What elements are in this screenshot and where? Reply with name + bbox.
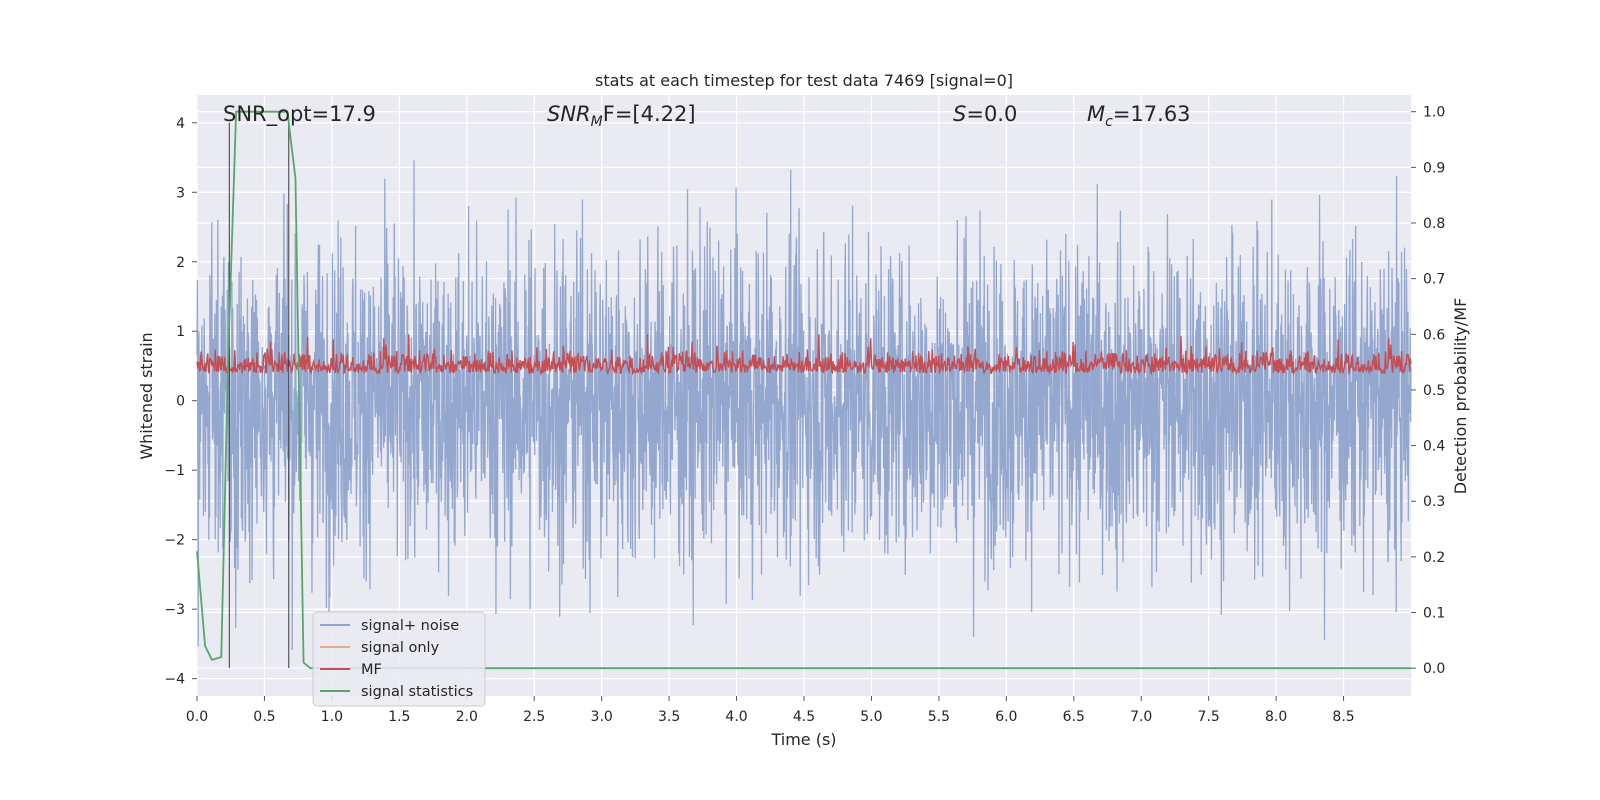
vertical-markers — [228, 122, 290, 669]
legend-label-signal-only: signal only — [361, 640, 440, 656]
legend: signal+ noise signal only MF signal stat… — [312, 611, 486, 707]
mc-sub: c — [1105, 114, 1113, 130]
x-tick-label: 2.5 — [523, 709, 545, 725]
x-tick-label: 4.5 — [793, 709, 815, 725]
x-tick-label: 6.0 — [995, 709, 1017, 725]
right-y-axis: 1.0 0.9 0.8 0.7 0.6 0.5 0.4 0.3 0.2 0.1 0.0 — [1411, 105, 1445, 677]
legend-label-mf: MF — [361, 662, 382, 678]
snr-mf-prefix: SNR — [547, 102, 591, 126]
legend-label-signal-noise: signal+ noise — [361, 618, 459, 634]
right-y-tick-label: 0.5 — [1423, 383, 1445, 399]
mc-value: =17.63 — [1113, 102, 1191, 126]
left-y-tick-label: 1 — [176, 324, 185, 340]
x-tick-label: 5.5 — [928, 709, 950, 725]
right-y-tick-label: 0.1 — [1423, 606, 1445, 622]
x-tick-label: 1.0 — [321, 709, 343, 725]
signal-noise-series — [196, 160, 1412, 651]
x-tick-label: 3.5 — [658, 709, 680, 725]
left-y-tick-label: −1 — [164, 463, 185, 479]
left-y-axis-label: Whitened strain — [137, 332, 156, 459]
mf-series — [196, 334, 1412, 376]
x-tick-label: 5.0 — [860, 709, 882, 725]
left-y-tick-label: −2 — [164, 533, 185, 549]
right-y-tick-label: 0.6 — [1423, 327, 1445, 343]
snr-mf-suffix: F=[4.22] — [603, 102, 696, 126]
left-y-tick-label: 0 — [176, 394, 185, 410]
left-y-tick-label: −3 — [164, 602, 185, 618]
noise-series-layer — [196, 160, 1412, 651]
mc-label: M — [1087, 102, 1105, 126]
right-y-tick-label: 0.8 — [1423, 216, 1445, 232]
mf-series-layer — [196, 334, 1412, 376]
s-annotation: S=0.0 — [953, 102, 1017, 126]
chart-title: stats at each timestep for test data 746… — [595, 71, 1013, 90]
snr-mf-sub: M — [591, 114, 603, 130]
right-y-axis-label: Detection probability/MF — [1451, 298, 1470, 495]
left-y-axis: 4 3 2 1 0 −1 −2 −3 −4 — [164, 116, 197, 688]
x-tick-label: 1.5 — [388, 709, 410, 725]
snr-opt-annotation: SNR_opt=17.9 — [223, 102, 376, 127]
x-tick-label: 4.0 — [725, 709, 747, 725]
x-tick-label: 0.0 — [186, 709, 208, 725]
left-y-tick-label: 4 — [176, 116, 185, 132]
x-tick-label: 8.5 — [1332, 709, 1354, 725]
x-tick-label: 3.0 — [591, 709, 613, 725]
left-y-tick-label: 3 — [176, 185, 185, 201]
x-tick-label: 7.0 — [1130, 709, 1152, 725]
left-y-tick-label: 2 — [176, 255, 185, 271]
right-y-tick-label: 0.9 — [1423, 160, 1445, 176]
legend-label-signal-statistics: signal statistics — [361, 684, 473, 700]
right-y-tick-label: 0.3 — [1423, 494, 1445, 510]
x-tick-label: 2.0 — [456, 709, 478, 725]
s-value: =0.0 — [966, 102, 1017, 126]
x-tick-label: 7.5 — [1198, 709, 1220, 725]
right-y-tick-label: 0.0 — [1423, 661, 1445, 677]
x-tick-label: 6.5 — [1063, 709, 1085, 725]
snr-mf-annotation: SNRMF=[4.22] — [547, 102, 696, 130]
x-axis: 0.0 0.5 1.0 1.5 2.0 2.5 3.0 3.5 4.0 4.5 5.0 5.5 6.0 6… — [186, 696, 1355, 725]
x-tick-label: 8.0 — [1265, 709, 1287, 725]
x-tick-label: 0.5 — [253, 709, 275, 725]
legend-box — [312, 611, 486, 707]
right-y-tick-label: 0.2 — [1423, 550, 1445, 566]
x-axis-label: Time (s) — [770, 730, 836, 749]
right-y-tick-label: 0.7 — [1423, 272, 1445, 288]
s-label: S — [953, 102, 966, 126]
right-y-tick-label: 0.4 — [1423, 439, 1445, 455]
right-y-tick-label: 1.0 — [1423, 105, 1445, 121]
mc-annotation: Mc=17.63 — [1087, 102, 1191, 130]
left-y-tick-label: −4 — [164, 672, 185, 688]
